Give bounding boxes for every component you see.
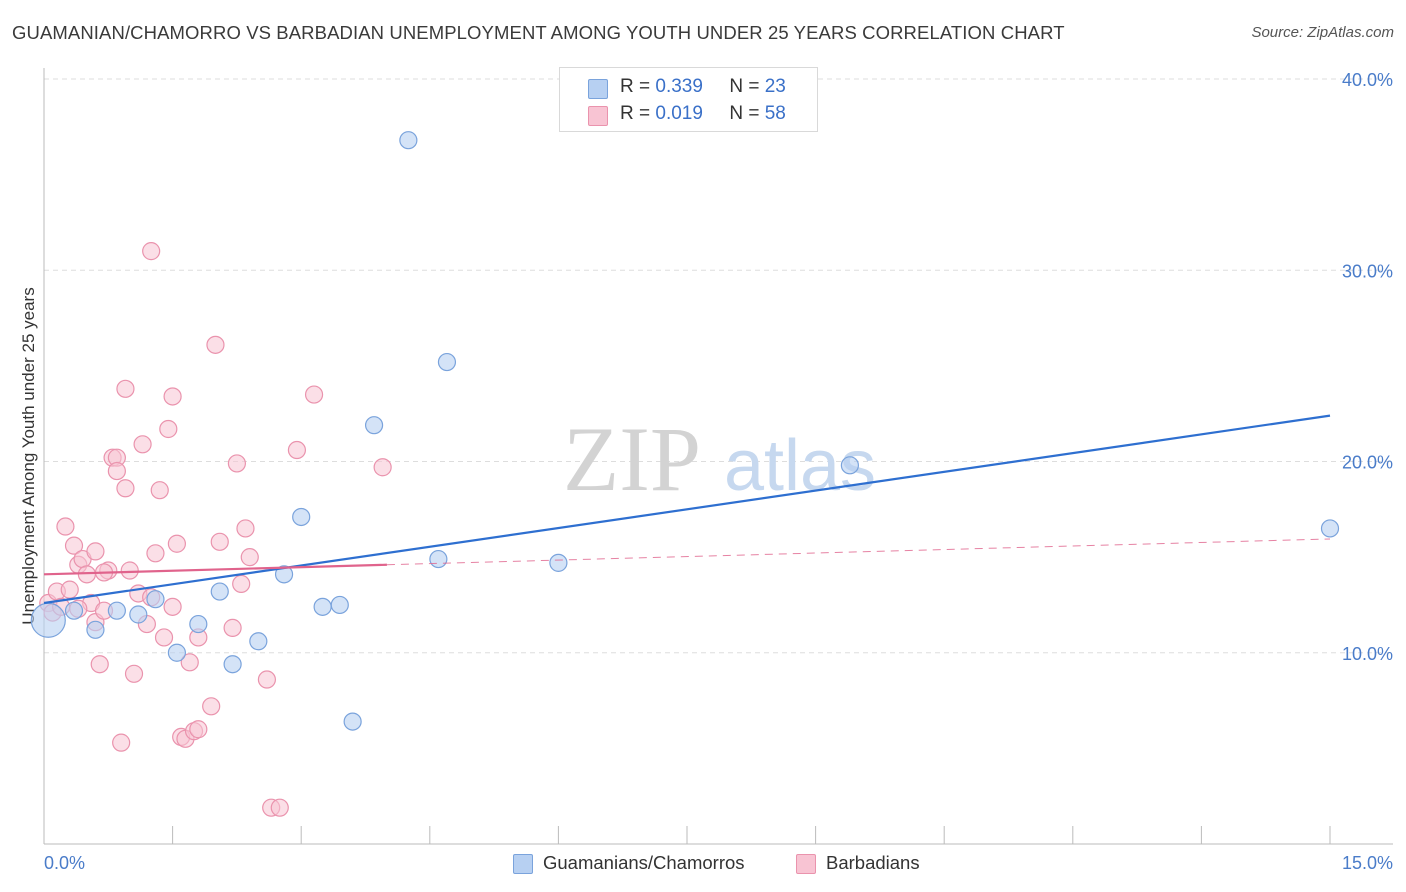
y-tick-label: 10.0% — [1342, 644, 1393, 664]
guamanian-point — [840, 456, 859, 475]
chart-title: GUAMANIAN/CHAMORRO VS BARBADIAN UNEMPLOY… — [12, 22, 1065, 43]
barbadian-point — [107, 461, 126, 481]
x-tick-label: 15.0% — [1342, 853, 1393, 873]
barbadian-trend-line — [43, 563, 387, 576]
barbadian-point — [116, 379, 135, 398]
y-tick-labels: 10.0% 20.0% 30.0% 40.0% — [1342, 70, 1393, 664]
guamanian-point — [64, 601, 84, 620]
barbadian-point — [180, 653, 199, 672]
guamanians-points — [30, 131, 1340, 731]
barbadian-point — [133, 435, 152, 454]
barbadian-point — [112, 733, 131, 752]
barbadian-point — [189, 720, 208, 739]
barbadian-point — [90, 655, 109, 674]
y-axis-label: Unemployment Among Youth under 25 years — [19, 287, 38, 624]
axes — [43, 68, 1393, 845]
legend-r-label: R = — [620, 76, 651, 97]
guamanian-point — [399, 131, 418, 150]
guamanian-point — [292, 507, 311, 527]
guamanian-point — [549, 553, 568, 572]
guamanian-point — [330, 595, 349, 615]
guamanian-point — [129, 605, 148, 624]
guamanian-point — [30, 602, 66, 638]
trend-lines — [43, 414, 1331, 605]
guamanian-point — [210, 582, 229, 601]
y-tick-label: 30.0% — [1342, 261, 1393, 281]
barbadian-point — [64, 536, 84, 555]
stats-legend: R = 0.339 N = 23 R = 0.019 N = 58 — [559, 67, 818, 132]
barbadian-point — [223, 618, 242, 637]
guamanian-point — [437, 352, 457, 372]
guamanian-point — [146, 590, 165, 609]
guamanian-point — [107, 601, 126, 620]
barbadian-point — [227, 454, 246, 473]
legend-swatch-blue — [588, 79, 608, 99]
guamanian-point — [86, 620, 105, 639]
barbadian-point — [163, 597, 182, 616]
guamanian-point — [343, 712, 362, 731]
barbadian-point — [257, 670, 277, 689]
guamanian-point — [189, 614, 208, 634]
source-credit: Source: ZipAtlas.com — [1251, 24, 1394, 41]
grid-lines — [44, 78, 1393, 654]
guamanian-point — [167, 643, 186, 662]
barbadian-point — [287, 440, 307, 460]
barbadian-point — [150, 481, 169, 500]
legend-r-value: 0.019 — [655, 103, 703, 124]
barbadian-point — [56, 517, 75, 536]
watermark: ZIP atlas — [563, 408, 876, 510]
barbadian-point — [163, 387, 182, 406]
barbadian-point — [240, 548, 259, 567]
barbadian-point — [146, 544, 165, 563]
barbadian-point — [373, 458, 392, 477]
barbadian-point — [124, 664, 144, 683]
barbadian-point — [210, 532, 229, 551]
barbadian-point — [86, 542, 105, 561]
bottom-legend-label: Guamanians/Chamorros — [543, 852, 745, 873]
legend-swatch-pink — [588, 106, 608, 126]
guamanian-point — [429, 549, 448, 569]
guamanian-point — [223, 655, 242, 674]
barbadian-point — [167, 534, 186, 553]
barbadian-point — [60, 580, 79, 599]
legend-n-value: 23 — [764, 76, 786, 97]
legend-r-label: R = — [620, 103, 651, 124]
barbadian-point — [202, 697, 221, 716]
guamanian-point — [313, 597, 332, 616]
barbadian-point — [236, 519, 255, 538]
guamanian-trend-line — [43, 414, 1331, 605]
barbadian-point — [142, 242, 161, 261]
legend-r-value: 0.339 — [655, 76, 703, 97]
barbadian-point — [154, 628, 174, 647]
barbadian-point — [159, 419, 178, 439]
watermark-zip: ZIP — [563, 408, 701, 510]
guamanian-point — [364, 416, 384, 435]
y-tick-label: 40.0% — [1342, 70, 1393, 90]
barbadian-point — [270, 798, 289, 817]
y-tick-label: 20.0% — [1342, 453, 1393, 473]
x-tick-label: 0.0% — [44, 853, 85, 873]
barbadian-point — [304, 385, 324, 404]
guamanian-point — [249, 632, 268, 651]
guamanian-point — [274, 565, 294, 584]
legend-n-label: N = — [729, 103, 760, 124]
bottom-legend-swatch-pink — [796, 854, 816, 874]
x-tick-labels: 0.0% 15.0% — [44, 853, 1393, 873]
bottom-legend-label: Barbadians — [826, 852, 920, 873]
barbadian-trend-extension — [386, 538, 1331, 566]
guamanian-point — [1320, 519, 1340, 538]
legend-n-label: N = — [729, 76, 760, 97]
barbadians-points — [39, 242, 392, 817]
legend-n-value: 58 — [764, 103, 786, 124]
barbadian-point — [206, 335, 225, 354]
barbadian-point — [120, 561, 139, 580]
bottom-legend-swatch-blue — [513, 854, 533, 874]
barbadian-point — [116, 479, 135, 498]
barbadian-point — [232, 574, 251, 594]
